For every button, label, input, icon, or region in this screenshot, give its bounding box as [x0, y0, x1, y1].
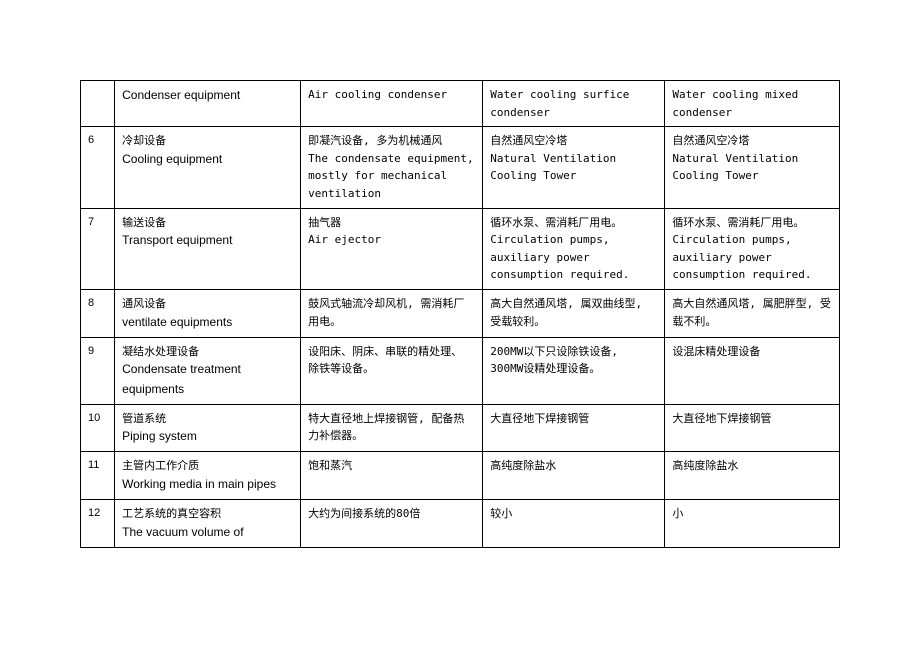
- category-en: Working media in main pipes: [122, 475, 293, 494]
- cell-col3: 循环水泵、需消耗厂用电。 Circulation pumps, auxiliar…: [665, 208, 840, 289]
- cell-col2: Water cooling surfice condenser: [483, 81, 665, 127]
- category-en: Cooling equipment: [122, 150, 293, 169]
- cell-category: Condenser equipment: [115, 81, 301, 127]
- table-row: 11 主管内工作介质 Working media in main pipes 饱…: [81, 452, 840, 500]
- cell-col1: Air cooling condenser: [301, 81, 483, 127]
- category-zh: 工艺系统的真空容积: [122, 505, 293, 523]
- cell-col3: 设混床精处理设备: [665, 337, 840, 404]
- cell-num: 12: [81, 500, 115, 548]
- cell-col2: 高大自然通风塔, 属双曲线型, 受载较利。: [483, 289, 665, 337]
- cell-col2: 较小: [483, 500, 665, 548]
- cell-category: 主管内工作介质 Working media in main pipes: [115, 452, 301, 500]
- cell-col2: 高纯度除盐水: [483, 452, 665, 500]
- cell-col3: 自然通风空冷塔 Natural Ventilation Cooling Towe…: [665, 127, 840, 208]
- cell-category: 输送设备 Transport equipment: [115, 208, 301, 289]
- col1-en: The condensate equipment, mostly for mec…: [308, 150, 475, 203]
- table-row: 6 冷却设备 Cooling equipment 即凝汽设备, 多为机械通风 T…: [81, 127, 840, 208]
- cell-col1: 抽气器 Air ejector: [301, 208, 483, 289]
- cell-col2: 大直径地下焊接钢管: [483, 404, 665, 452]
- cell-num: 9: [81, 337, 115, 404]
- table-row: 7 输送设备 Transport equipment 抽气器 Air eject…: [81, 208, 840, 289]
- category-zh: 管道系统: [122, 410, 293, 428]
- cell-col3: Water cooling mixed condenser: [665, 81, 840, 127]
- col3-zh: 自然通风空冷塔: [672, 132, 832, 150]
- cell-num: 8: [81, 289, 115, 337]
- cell-num: 7: [81, 208, 115, 289]
- table-row: 10 管道系统 Piping system 特大直径地上焊接钢管, 配备热力补偿…: [81, 404, 840, 452]
- cell-col2: 200MW以下只设除铁设备, 300MW设精处理设备。: [483, 337, 665, 404]
- category-zh: 冷却设备: [122, 132, 293, 150]
- category-en: ventilate equipments: [122, 313, 293, 332]
- table-row: 8 通风设备 ventilate equipments 鼓风式轴流冷却风机, 需…: [81, 289, 840, 337]
- table-row: 12 工艺系统的真空容积 The vacuum volume of 大约为间接系…: [81, 500, 840, 548]
- col1-en: Air ejector: [308, 231, 475, 249]
- cell-category: 管道系统 Piping system: [115, 404, 301, 452]
- category-en: Transport equipment: [122, 231, 293, 250]
- cell-category: 工艺系统的真空容积 The vacuum volume of: [115, 500, 301, 548]
- cell-col1: 特大直径地上焊接钢管, 配备热力补偿器。: [301, 404, 483, 452]
- category-zh: 凝结水处理设备: [122, 343, 293, 361]
- col2-en: Natural Ventilation Cooling Tower: [490, 150, 657, 185]
- cell-col2: 循环水泵、需消耗厂用电。 Circulation pumps, auxiliar…: [483, 208, 665, 289]
- col3-zh: 循环水泵、需消耗厂用电。: [672, 214, 832, 232]
- cell-col3: 高大自然通风塔, 属肥胖型, 受载不利。: [665, 289, 840, 337]
- category-zh: 输送设备: [122, 214, 293, 232]
- col2-en: Circulation pumps, auxiliary power consu…: [490, 231, 657, 284]
- col3-en: Natural Ventilation Cooling Tower: [672, 150, 832, 185]
- cell-col1: 大约为间接系统的80倍: [301, 500, 483, 548]
- table-row: 9 凝结水处理设备 Condensate treatment equipment…: [81, 337, 840, 404]
- col1-zh: 即凝汽设备, 多为机械通风: [308, 132, 475, 150]
- cell-col3: 高纯度除盐水: [665, 452, 840, 500]
- cell-num: 11: [81, 452, 115, 500]
- col2-zh: 循环水泵、需消耗厂用电。: [490, 214, 657, 232]
- cell-num: 10: [81, 404, 115, 452]
- cell-category: 凝结水处理设备 Condensate treatment equipments: [115, 337, 301, 404]
- cell-category: 通风设备 ventilate equipments: [115, 289, 301, 337]
- cell-col2: 自然通风空冷塔 Natural Ventilation Cooling Towe…: [483, 127, 665, 208]
- cell-col1: 饱和蒸汽: [301, 452, 483, 500]
- cell-col1: 鼓风式轴流冷却风机, 需消耗厂用电。: [301, 289, 483, 337]
- cell-num: 6: [81, 127, 115, 208]
- cell-col1: 设阳床、阴床、串联的精处理、 除铁等设备。: [301, 337, 483, 404]
- category-en: Piping system: [122, 427, 293, 446]
- cell-col3: 小: [665, 500, 840, 548]
- cell-num: [81, 81, 115, 127]
- cell-col1: 即凝汽设备, 多为机械通风 The condensate equipment, …: [301, 127, 483, 208]
- category-zh: 通风设备: [122, 295, 293, 313]
- category-zh: 主管内工作介质: [122, 457, 293, 475]
- category-en: The vacuum volume of: [122, 523, 293, 542]
- table-body: Condenser equipment Air cooling condense…: [81, 81, 840, 548]
- col1-zh: 抽气器: [308, 214, 475, 232]
- comparison-table: Condenser equipment Air cooling condense…: [80, 80, 840, 548]
- category-en: Condensate treatment equipments: [122, 360, 293, 398]
- table-row: Condenser equipment Air cooling condense…: [81, 81, 840, 127]
- col2-zh: 自然通风空冷塔: [490, 132, 657, 150]
- category-en: Condenser equipment: [122, 88, 240, 102]
- col3-en: Circulation pumps, auxiliary power consu…: [672, 231, 832, 284]
- cell-col3: 大直径地下焊接钢管: [665, 404, 840, 452]
- cell-category: 冷却设备 Cooling equipment: [115, 127, 301, 208]
